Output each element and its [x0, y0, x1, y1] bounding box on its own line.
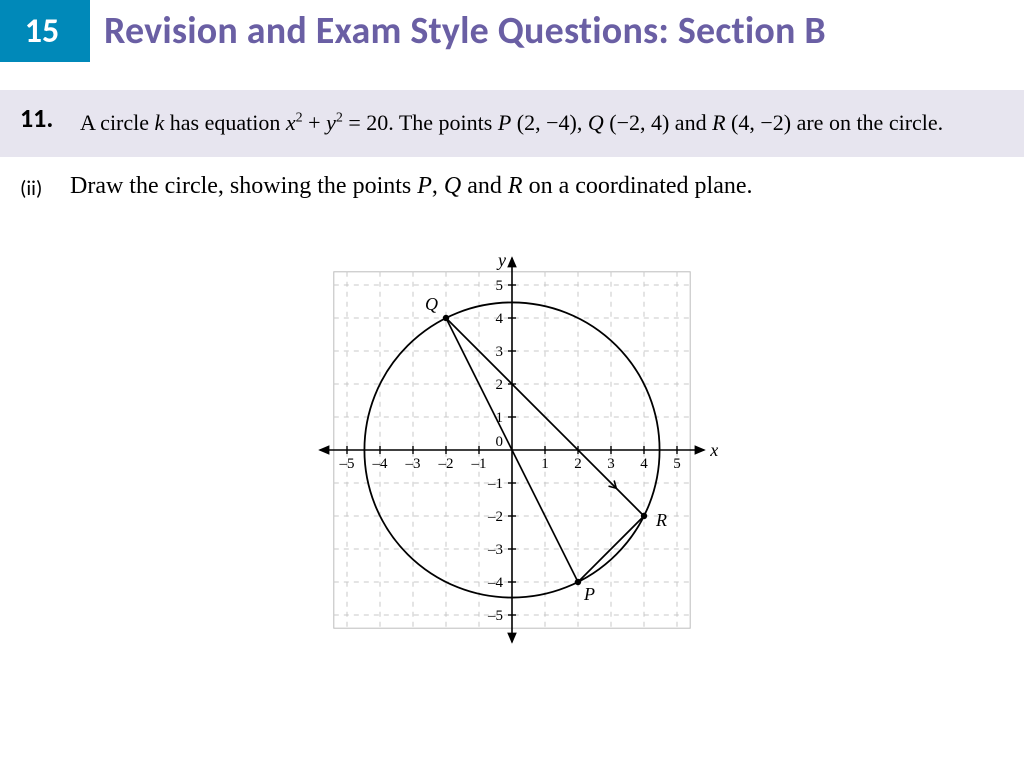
part-text: Draw the circle, showing the points P, Q…	[70, 173, 753, 200]
svg-text:0: 0	[496, 434, 504, 450]
sup: 2	[296, 111, 303, 126]
part-label: (ii)	[20, 173, 70, 201]
question-number: 11.	[20, 102, 68, 134]
var-P: P	[498, 110, 511, 135]
page-title: Revision and Exam Style Questions: Secti…	[104, 8, 826, 54]
text: (4, −2) are on the circle.	[726, 110, 944, 135]
svg-text:–4: –4	[487, 575, 504, 591]
question-text: A circle k has equation x2 + y2 = 20. Th…	[80, 102, 943, 139]
coordinate-plane: –5–4–3–2–11234512345–1–2–3–4–50xyQPR	[274, 227, 750, 673]
text: A circle	[80, 110, 155, 135]
svg-text:–2: –2	[438, 456, 454, 472]
var-R: R	[712, 110, 725, 135]
question-block: 11. A circle k has equation x2 + y2 = 20…	[0, 90, 1024, 157]
svg-text:y: y	[496, 250, 506, 270]
text: Draw the circle, showing the points	[70, 173, 417, 199]
svg-text:–2: –2	[487, 509, 503, 525]
svg-text:Q: Q	[425, 294, 438, 314]
svg-text:P: P	[583, 584, 595, 604]
svg-text:3: 3	[496, 344, 504, 360]
text: (2, −4),	[511, 110, 588, 135]
svg-text:R: R	[655, 510, 667, 530]
text: has equation	[164, 110, 286, 135]
var-R: R	[508, 173, 523, 199]
var-Q: Q	[444, 173, 461, 199]
var-k: k	[155, 110, 165, 135]
diagram: –5–4–3–2–11234512345–1–2–3–4–50xyQPR	[0, 227, 1024, 673]
var-x: x	[286, 110, 296, 135]
header: 15 Revision and Exam Style Questions: Se…	[0, 0, 1024, 62]
svg-text:4: 4	[640, 456, 648, 472]
svg-text:–1: –1	[471, 456, 487, 472]
svg-text:1: 1	[541, 456, 549, 472]
var-P: P	[417, 173, 432, 199]
var-Q: Q	[588, 110, 604, 135]
svg-text:5: 5	[496, 278, 504, 294]
text: +	[303, 110, 326, 135]
svg-text:–5: –5	[487, 608, 503, 624]
var-y: y	[326, 110, 336, 135]
text: (−2, 4) and	[604, 110, 712, 135]
text: ,	[432, 173, 444, 199]
svg-text:4: 4	[496, 311, 504, 327]
svg-text:2: 2	[574, 456, 582, 472]
svg-text:3: 3	[607, 456, 615, 472]
text: = 20. The points	[343, 110, 498, 135]
svg-text:–3: –3	[487, 542, 503, 558]
part-row: (ii) Draw the circle, showing the points…	[0, 173, 1024, 201]
svg-text:–3: –3	[405, 456, 421, 472]
text: and	[461, 173, 508, 199]
svg-text:–4: –4	[372, 456, 389, 472]
svg-text:–1: –1	[487, 476, 503, 492]
svg-text:–5: –5	[339, 456, 355, 472]
chapter-number: 15	[0, 0, 90, 62]
sup: 2	[336, 111, 343, 126]
svg-text:2: 2	[496, 377, 504, 393]
svg-text:x: x	[709, 440, 718, 460]
svg-text:5: 5	[673, 456, 681, 472]
text: on a coordinated plane.	[523, 173, 753, 199]
